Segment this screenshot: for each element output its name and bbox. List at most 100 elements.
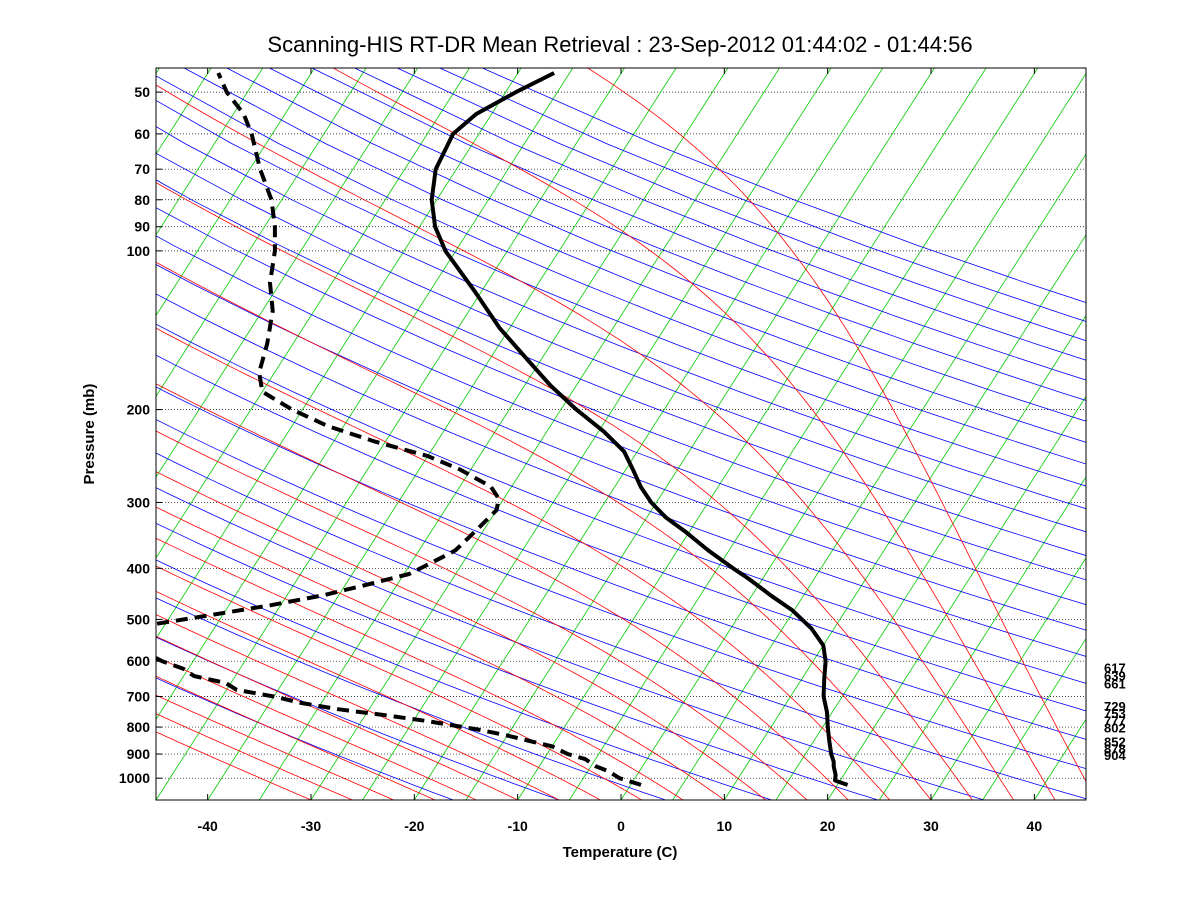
background-grid	[0, 68, 1200, 800]
y-tick-label-600: 600	[127, 653, 151, 669]
x-tick-label--20: -20	[404, 818, 424, 834]
dry-adiabat-400	[156, 179, 1086, 556]
isotherm--60	[156, 68, 470, 559]
dry-adiabat-290	[156, 522, 878, 800]
y-tick-label-70: 70	[134, 161, 150, 177]
y-axis-ticks: 50 60 70 80 90 100 200 300 400 500 600 700 800 900 100…	[119, 84, 162, 786]
isotherm-50	[1138, 68, 1200, 800]
isotherm--25	[362, 68, 832, 800]
isotherm--80	[156, 68, 264, 236]
dry-adiabat-430	[156, 99, 1086, 487]
moist-adiabat-18	[156, 430, 808, 800]
dewpoint-line	[156, 72, 642, 787]
dry-adiabat-370	[156, 264, 1086, 631]
isotherm--85	[156, 68, 212, 155]
isotherm--100	[0, 68, 56, 800]
right-level-label-729: 729	[1104, 699, 1126, 714]
right-level-label-852: 852	[1104, 734, 1126, 749]
x-tick-label--40: -40	[198, 818, 218, 834]
chart-title: Scanning-HIS RT-DR Mean Retrieval : 23-S…	[267, 32, 972, 57]
isotherm--5	[568, 68, 1039, 800]
right-level-label-639: 639	[1104, 669, 1126, 684]
isotherm--10	[517, 68, 987, 800]
dry-adiabat-420	[156, 126, 1086, 510]
moist-adiabat--22	[156, 694, 394, 800]
y-tick-label-200: 200	[127, 402, 151, 418]
moist-adiabat--6	[156, 614, 560, 800]
moist-adiabat-14	[156, 471, 766, 800]
dry-adiabat-270	[156, 597, 666, 800]
moist-adiabat-46	[587, 68, 1086, 783]
right-level-label-661: 661	[1104, 676, 1126, 691]
right-level-label-753: 753	[1104, 706, 1126, 721]
x-tick-label-0: 0	[617, 818, 625, 834]
isotherm-25	[878, 476, 1086, 800]
dry-adiabat-360	[156, 293, 1086, 657]
isotherm--45	[156, 68, 625, 800]
y-tick-label-300: 300	[127, 494, 151, 510]
moist-adiabat--18	[156, 675, 436, 800]
dry-adiabat-280	[156, 559, 772, 800]
moist-adiabat-30	[156, 261, 932, 800]
dry-adiabat-260	[156, 636, 560, 800]
dry-adiabat-330	[156, 386, 1086, 740]
y-tick-label-900: 900	[127, 746, 151, 762]
x-tick-label-10: 10	[717, 818, 733, 834]
dry-adiabat-490	[354, 68, 1086, 361]
x-tick-label-40: 40	[1027, 818, 1043, 834]
isotherm-10	[723, 234, 1086, 800]
moist-adiabat--26	[156, 713, 353, 800]
isotherm--70	[156, 68, 367, 398]
moist-adiabat--14	[156, 656, 477, 800]
dry-adiabat-380	[156, 235, 1086, 606]
dry-adiabat-300	[156, 487, 985, 800]
dry-adiabat-340	[156, 354, 1086, 712]
isotherm--40	[207, 68, 677, 800]
y-axis-label: Pressure (mb)	[81, 384, 98, 485]
y-tick-label-700: 700	[127, 688, 151, 704]
right-level-label-617: 617	[1104, 661, 1126, 676]
moist-adiabat-10	[156, 506, 725, 800]
dry-adiabat-390	[156, 207, 1086, 581]
isotherm-15	[775, 314, 1086, 800]
isotherm--35	[258, 68, 729, 800]
y-tick-label-80: 80	[134, 192, 150, 208]
right-level-label-802: 802	[1104, 721, 1126, 736]
dry-adiabat-450	[184, 68, 1086, 443]
x-tick-label--30: -30	[301, 818, 321, 834]
y-tick-label-50: 50	[134, 84, 150, 100]
isotherm--65	[156, 68, 419, 478]
isotherm-5	[672, 153, 1086, 800]
x-tick-label-20: 20	[820, 818, 836, 834]
right-level-label-777: 777	[1104, 713, 1126, 728]
moist-adiabat-6	[156, 537, 684, 800]
moist-adiabat--2	[156, 590, 601, 800]
dry-adiabat-320	[156, 419, 1086, 770]
moist-adiabat-38	[156, 84, 1015, 800]
moist-adiabat-42	[332, 68, 1056, 800]
moist-adiabat-2	[156, 565, 642, 800]
isotherm-0	[620, 72, 1086, 800]
dry-adiabat-440	[156, 75, 1086, 465]
isotherm--20	[413, 68, 884, 800]
y-tick-label-1000: 1000	[119, 770, 150, 786]
dry-adiabat-310	[156, 452, 1086, 800]
dry-adiabat-520	[482, 68, 1086, 303]
isotherm--55	[156, 68, 522, 640]
isotherm-20	[827, 395, 1086, 800]
temperature-line	[429, 71, 849, 787]
y-tick-label-500: 500	[127, 611, 151, 627]
y-tick-label-800: 800	[127, 719, 151, 735]
y-tick-label-400: 400	[127, 560, 151, 576]
sounding-series	[156, 71, 849, 787]
isotherm--15	[465, 68, 935, 800]
moist-adiabat--10	[156, 635, 518, 800]
isotherm-35	[982, 637, 1086, 800]
moist-adiabat-22	[156, 383, 849, 800]
right-level-label-878: 878	[1104, 741, 1126, 756]
isotherm--105	[0, 68, 5, 800]
isotherm--30	[310, 68, 780, 800]
dry-adiabat-500	[397, 68, 1086, 342]
